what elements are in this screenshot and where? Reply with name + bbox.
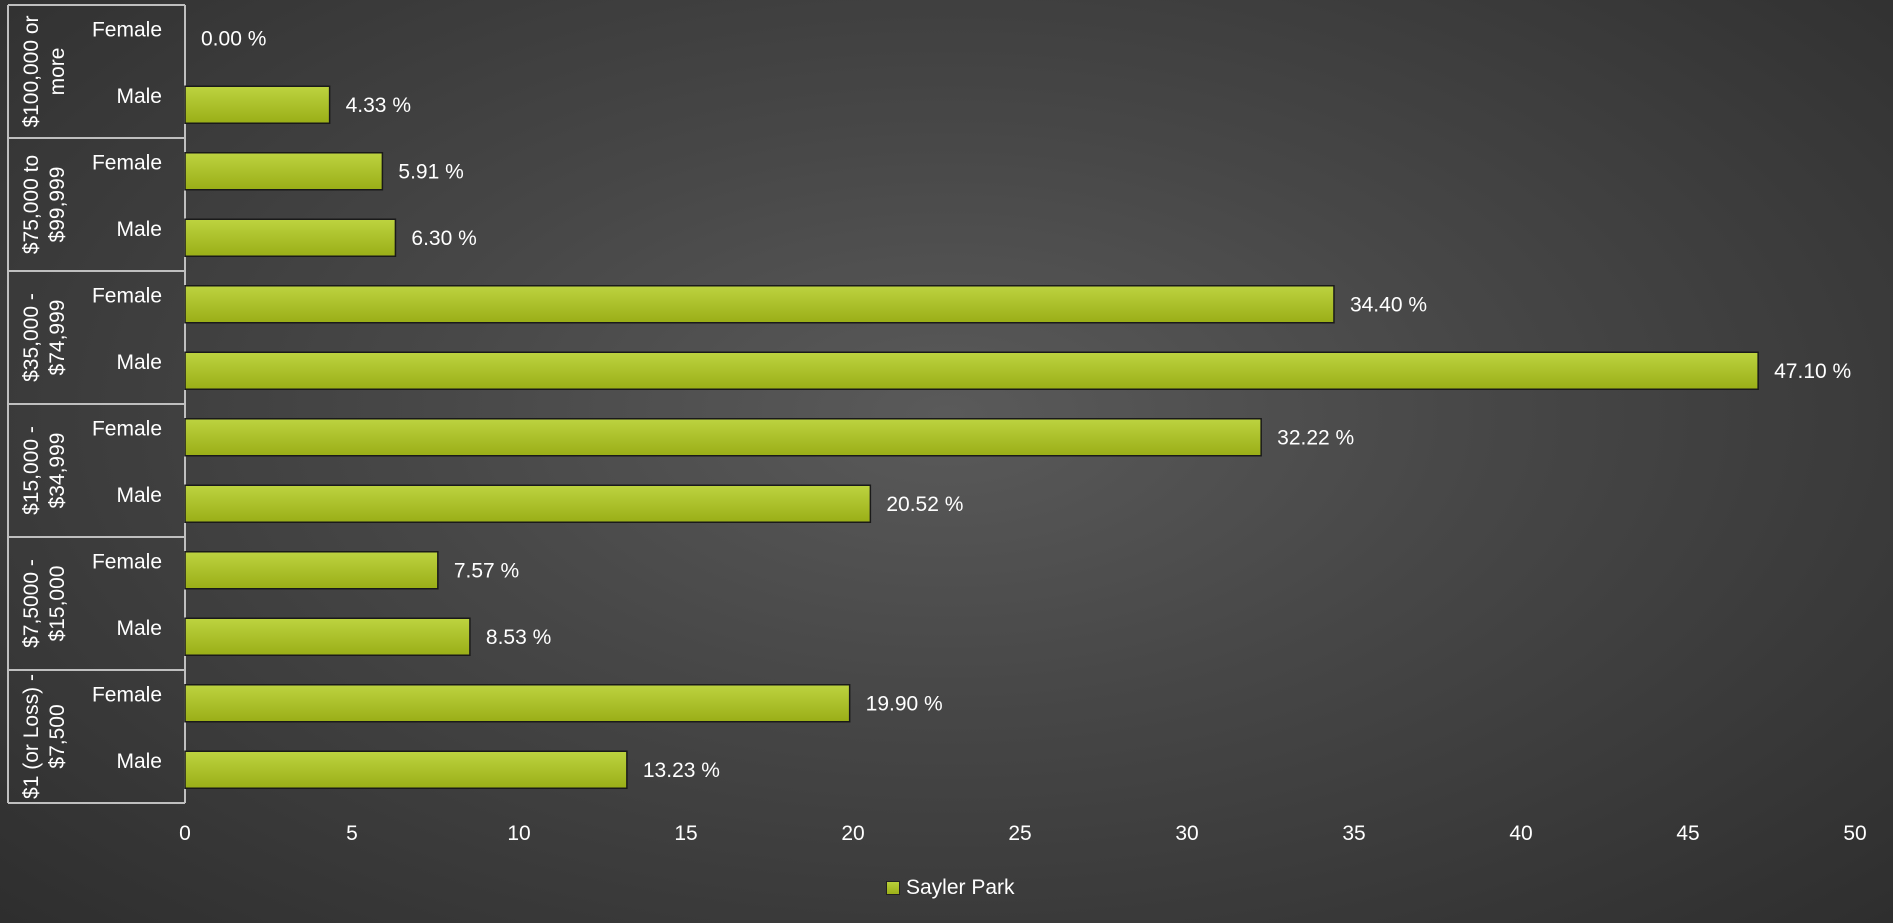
x-tick-label: 25	[1008, 822, 1031, 845]
x-tick-label: 20	[841, 822, 864, 845]
group-label: $75,000 to $99,999	[20, 155, 69, 254]
group-label-line: $35,000 -	[20, 293, 43, 382]
group-label-line: $75,000 to	[20, 155, 43, 254]
x-tick-label: 30	[1175, 822, 1198, 845]
bar	[184, 750, 628, 789]
category-label: Female	[92, 18, 162, 41]
data-label: 32.22 %	[1277, 426, 1354, 449]
category-label: Female	[92, 417, 162, 440]
bar	[184, 551, 439, 590]
bar	[184, 484, 872, 523]
bar	[184, 85, 331, 124]
x-tick-label: 15	[674, 822, 697, 845]
group-label-line: $100,000 or	[20, 15, 43, 127]
data-label: 13.23 %	[643, 759, 720, 782]
x-tick-label: 45	[1676, 822, 1699, 845]
category-label: Male	[116, 351, 162, 374]
group-label-line: $15,000	[46, 566, 69, 642]
category-label: Female	[92, 151, 162, 174]
group-label: $35,000 - $74,999	[20, 293, 69, 382]
x-tick-label: 40	[1509, 822, 1532, 845]
group-label-line: more	[46, 48, 69, 96]
category-label: Female	[92, 550, 162, 573]
legend-label: Sayler Park	[906, 876, 1015, 899]
data-label: 7.57 %	[454, 559, 519, 582]
group-label-line: $1 (or Loss) -	[20, 674, 43, 799]
bar	[184, 351, 1759, 390]
bar	[184, 617, 471, 656]
bars: 0.00 % 4.33 % 5.91 % 6.30 % 34.40 % 47.10 % 32…	[184, 27, 1851, 789]
x-tick-label: 50	[1843, 822, 1866, 845]
data-label: 4.33 %	[346, 94, 411, 117]
bar	[184, 285, 1335, 324]
data-label: 5.91 %	[398, 160, 463, 183]
data-label: 0.00 %	[201, 27, 266, 50]
data-label: 8.53 %	[486, 626, 551, 649]
bar	[184, 218, 397, 257]
group-label: $7,5000 - $15,000	[20, 559, 69, 648]
group-label-line: $15,000 -	[20, 426, 43, 515]
category-label: Female	[92, 284, 162, 307]
group-label: $15,000 - $34,999	[20, 426, 69, 515]
category-axis: $100,000 or more Female Male $75,000 to $99,9…	[7, 4, 186, 804]
legend: Sayler Park	[886, 876, 1015, 900]
bar	[184, 152, 384, 191]
x-tick-label: 0	[179, 822, 191, 845]
bar	[184, 684, 851, 723]
data-label: 20.52 %	[886, 493, 963, 516]
x-tick-label: 35	[1342, 822, 1365, 845]
category-label: Male	[116, 484, 162, 507]
group-label-line: $7,5000 -	[20, 559, 43, 648]
group-label-line: $74,999	[46, 300, 69, 376]
x-tick-label: 10	[507, 822, 530, 845]
group-label-line: $34,999	[46, 433, 69, 509]
value-axis: 0 5 10 15 20 25 30 35 40 45 50	[179, 822, 1867, 845]
category-label: Male	[116, 750, 162, 773]
group-label-line: $99,999	[46, 167, 69, 243]
group-label: $1 (or Loss) - $7,500	[20, 674, 69, 799]
legend-swatch	[886, 881, 900, 895]
x-tick-label: 5	[346, 822, 358, 845]
data-label: 6.30 %	[411, 227, 476, 250]
group-label: $100,000 or more	[20, 15, 69, 127]
data-label: 47.10 %	[1774, 360, 1851, 383]
category-label: Male	[116, 85, 162, 108]
category-label: Male	[116, 218, 162, 241]
bar	[184, 418, 1262, 457]
data-label: 19.90 %	[866, 692, 943, 715]
group-label-line: $7,500	[46, 704, 69, 768]
category-label: Female	[92, 683, 162, 706]
category-label: Male	[116, 617, 162, 640]
data-label: 34.40 %	[1350, 293, 1427, 316]
